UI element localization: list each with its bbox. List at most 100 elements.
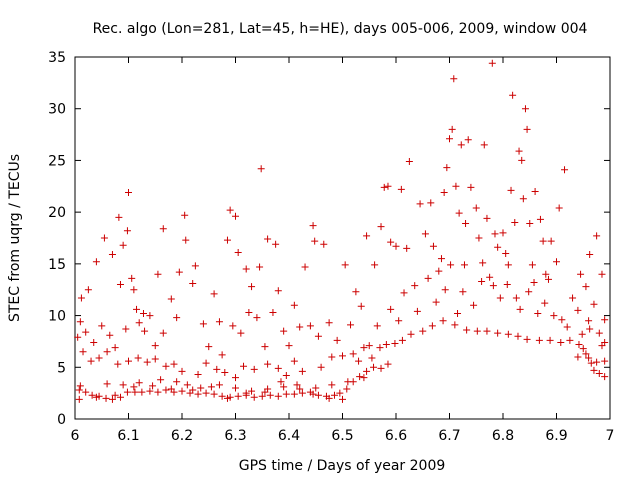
data-point (363, 232, 371, 240)
data-point (325, 394, 333, 402)
data-point (149, 382, 157, 390)
data-point (535, 336, 543, 344)
data-point (475, 234, 483, 242)
data-point (232, 374, 239, 382)
data-point (448, 125, 456, 133)
data-point (590, 366, 598, 374)
data-point (245, 308, 253, 316)
data-point (398, 336, 406, 344)
data-point (130, 286, 138, 294)
data-point (518, 156, 526, 164)
data-point (215, 318, 223, 326)
data-point (598, 270, 606, 278)
data-point (557, 338, 565, 346)
data-point (215, 381, 223, 389)
data-point (343, 385, 351, 393)
data-point (463, 326, 471, 334)
data-point (368, 354, 376, 362)
y-axis-ticks (75, 56, 610, 420)
y-axis-label: STEC from uqrg / TECUs (7, 154, 23, 322)
data-point (536, 215, 544, 223)
data-point (574, 306, 582, 314)
data-point (380, 183, 388, 191)
data-point (123, 388, 131, 396)
data-point (344, 378, 352, 386)
x-tick-label: 7 (606, 428, 615, 444)
scatter-markers (74, 59, 609, 403)
x-tick-label: 6.7 (438, 428, 460, 444)
data-point (205, 343, 213, 351)
data-point (347, 321, 355, 329)
data-point (159, 225, 167, 233)
data-point (84, 286, 92, 294)
x-tick-label: 6 (71, 428, 80, 444)
data-point (595, 369, 603, 377)
data-point (301, 263, 309, 271)
data-point (472, 204, 480, 212)
data-point (601, 357, 609, 365)
data-point (454, 310, 462, 318)
data-point (339, 395, 346, 403)
data-point (450, 75, 458, 83)
data-point (519, 195, 527, 203)
data-point (464, 136, 472, 144)
data-point (182, 236, 190, 244)
data-point (416, 200, 424, 208)
x-tick-label: 6.2 (171, 428, 193, 444)
y-tick-label: 30 (48, 102, 66, 118)
data-point (116, 393, 124, 401)
data-point (443, 164, 451, 172)
data-point (290, 390, 298, 398)
data-point (266, 391, 274, 399)
data-point (199, 320, 207, 328)
data-point (290, 301, 298, 309)
data-point (114, 360, 122, 368)
data-point (306, 322, 314, 330)
data-point (76, 318, 84, 326)
data-point (223, 236, 231, 244)
data-point (74, 333, 82, 341)
data-point (135, 319, 143, 327)
data-point (261, 388, 269, 396)
data-point (452, 182, 460, 190)
data-point (601, 373, 609, 381)
data-point (146, 312, 154, 320)
data-point (441, 286, 449, 294)
data-point (421, 230, 429, 238)
chart-title: Rec. algo (Lon=281, Lat=45, h=HE), days … (93, 21, 588, 37)
data-point (280, 327, 288, 335)
data-point (451, 321, 459, 329)
data-point (98, 322, 106, 330)
data-point (296, 385, 304, 393)
data-point (439, 317, 447, 325)
data-point (352, 288, 360, 296)
data-point (460, 261, 468, 269)
data-point (432, 298, 440, 306)
data-point (133, 305, 141, 313)
data-point (428, 322, 436, 330)
data-point (582, 350, 590, 358)
data-point (102, 394, 110, 402)
data-point (437, 255, 445, 263)
data-point (111, 391, 119, 399)
data-point (189, 280, 197, 288)
data-point (384, 360, 392, 368)
data-point (424, 274, 432, 282)
data-point (87, 357, 95, 365)
data-point (521, 105, 529, 113)
data-point (309, 222, 317, 230)
data-point (541, 299, 549, 307)
data-point (139, 310, 147, 318)
data-point (341, 261, 349, 269)
data-point (355, 357, 363, 365)
data-point (586, 251, 594, 259)
data-point (360, 344, 368, 352)
data-point (365, 342, 373, 350)
data-point (125, 357, 132, 365)
data-point (391, 339, 399, 347)
data-point (76, 382, 84, 390)
data-point (373, 322, 381, 330)
data-point (75, 386, 83, 394)
data-point (157, 376, 165, 384)
data-point (561, 166, 569, 174)
